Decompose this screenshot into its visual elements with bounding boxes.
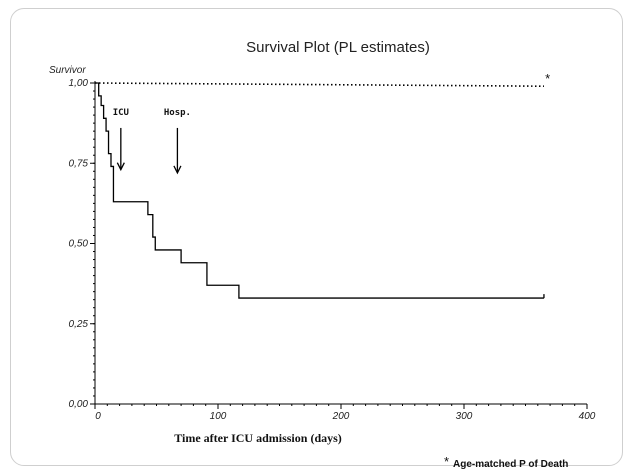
series-layer	[94, 82, 545, 299]
x-tick-label: 0	[95, 411, 101, 422]
y-tick-label: 0,00	[69, 399, 89, 410]
survival-series-line	[95, 82, 545, 299]
footnote-marker: *	[444, 454, 449, 469]
annotation-label: ICU	[113, 108, 129, 118]
y-axis-label: Survivor	[49, 65, 86, 76]
chart-card	[10, 8, 623, 466]
x-tick-label: 100	[210, 411, 227, 422]
axes: 0,00 0,25 0,50 0,75 1,00 0 100 200 300 400	[69, 78, 596, 422]
x-tick-label: 400	[579, 411, 596, 422]
x-tick-label: 200	[332, 411, 350, 422]
arrow-head	[173, 165, 182, 175]
y-tick-label: 0,75	[69, 158, 89, 169]
y-tick-label: 1,00	[69, 78, 89, 89]
x-tick-label: 300	[456, 411, 473, 422]
arrow-head	[116, 162, 125, 172]
chart-title: Survival Plot (PL estimates)	[246, 39, 430, 56]
y-tick-label: 0,25	[69, 319, 89, 330]
y-tick-label: 0,50	[69, 239, 89, 250]
footnote-text: Age-matched P of Death	[453, 459, 568, 470]
annotation-layer: ICU Hosp. *	[113, 71, 550, 175]
age-matched-series-line	[94, 82, 544, 88]
x-axis-label: Time after ICU admission (days)	[174, 431, 342, 445]
annotation-label: Hosp.	[164, 108, 191, 118]
star-annotation: *	[545, 71, 550, 86]
